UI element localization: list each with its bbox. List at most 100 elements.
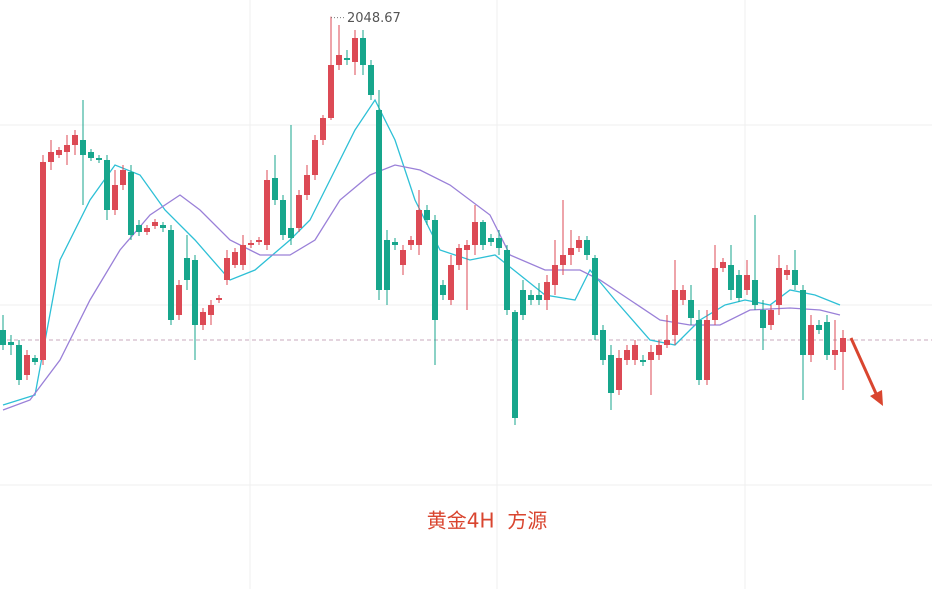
candle-body xyxy=(696,320,702,380)
candle-body xyxy=(360,38,366,65)
candle-body xyxy=(240,245,246,265)
candle-body xyxy=(496,238,502,248)
candle-body xyxy=(384,240,390,290)
candle-body xyxy=(824,322,830,355)
candle-body xyxy=(208,305,214,315)
candle-body xyxy=(424,210,430,220)
candle-body xyxy=(480,222,486,245)
ma-lines xyxy=(2,98,841,411)
candle-body xyxy=(184,258,190,280)
candle-body xyxy=(40,162,46,360)
candle-body xyxy=(768,310,774,325)
candle-body xyxy=(416,210,422,245)
candle-body xyxy=(720,262,726,268)
candle-body xyxy=(448,265,454,300)
candle-body xyxy=(704,320,710,380)
candle-body xyxy=(816,325,822,330)
candle-body xyxy=(656,345,662,355)
candle-body xyxy=(600,330,606,360)
candle-body xyxy=(344,58,350,60)
candle-body xyxy=(272,178,278,200)
candle-body xyxy=(520,290,526,315)
candle-body xyxy=(512,312,518,418)
candle-body xyxy=(808,325,814,355)
candle-body xyxy=(784,270,790,275)
candle-body xyxy=(488,238,494,242)
candle-body xyxy=(688,300,694,318)
candle-body xyxy=(560,255,566,265)
candle-body xyxy=(832,350,838,355)
candle-body xyxy=(280,200,286,235)
candles xyxy=(0,16,846,425)
candle-body xyxy=(664,340,670,345)
candle-body xyxy=(256,240,262,242)
candle-body xyxy=(744,275,750,290)
candle-body xyxy=(288,228,294,238)
candle-body xyxy=(176,285,182,315)
candle-body xyxy=(792,270,798,285)
candle-body xyxy=(128,172,134,235)
candle-body xyxy=(584,240,590,255)
candle-body xyxy=(608,355,614,393)
candle-body xyxy=(648,352,654,360)
caption: 黄金4H 方源 xyxy=(427,509,547,533)
candle-body xyxy=(672,290,678,335)
candle-body xyxy=(776,268,782,305)
candle-body xyxy=(528,295,534,300)
moving-average xyxy=(2,164,841,411)
candle-body xyxy=(472,222,478,245)
candle-body xyxy=(432,220,438,320)
candle-body xyxy=(312,140,318,175)
candle-body xyxy=(320,118,326,140)
candle-body xyxy=(760,310,766,328)
candle-body xyxy=(456,248,462,265)
candle-body xyxy=(336,55,342,65)
candle-body xyxy=(304,175,310,195)
trend-arrow xyxy=(849,337,883,406)
candle-body xyxy=(400,250,406,265)
candle-body xyxy=(0,330,6,345)
candle-body xyxy=(192,260,198,325)
candle-body xyxy=(80,140,86,155)
moving-average xyxy=(2,98,841,406)
candle-body xyxy=(504,250,510,310)
candle-body xyxy=(96,158,102,160)
candle-body xyxy=(24,355,30,375)
candle-body xyxy=(328,65,334,118)
candle-body xyxy=(712,268,718,320)
candle-body xyxy=(616,358,622,390)
candle-body xyxy=(88,152,94,158)
candle-body xyxy=(376,110,382,290)
candle-body xyxy=(112,185,118,210)
candle-body xyxy=(368,65,374,95)
candle-body xyxy=(352,38,358,62)
candle-body xyxy=(464,245,470,250)
candle-body xyxy=(8,342,14,345)
candle-body xyxy=(104,160,110,210)
candle-body xyxy=(408,240,414,245)
candle-body xyxy=(168,230,174,320)
candle-body xyxy=(296,195,302,228)
arrow-head xyxy=(870,390,883,406)
candle-body xyxy=(16,345,22,380)
candle-body xyxy=(728,265,734,290)
candle-body xyxy=(568,248,574,255)
candle-body xyxy=(144,228,150,232)
candle-body xyxy=(32,358,38,362)
candle-body xyxy=(72,135,78,145)
candle-body xyxy=(160,225,166,228)
candle-body xyxy=(576,240,582,248)
candle-body xyxy=(592,258,598,335)
candle-body xyxy=(64,145,70,152)
candle-body xyxy=(736,275,742,298)
candle-body xyxy=(544,282,550,300)
arrow-shaft xyxy=(849,337,880,399)
candle-body xyxy=(752,280,758,305)
candle-body xyxy=(224,258,230,280)
candle-body xyxy=(632,345,638,360)
candle-body xyxy=(640,360,646,362)
candle-body xyxy=(552,265,558,285)
candle-body xyxy=(248,243,254,245)
